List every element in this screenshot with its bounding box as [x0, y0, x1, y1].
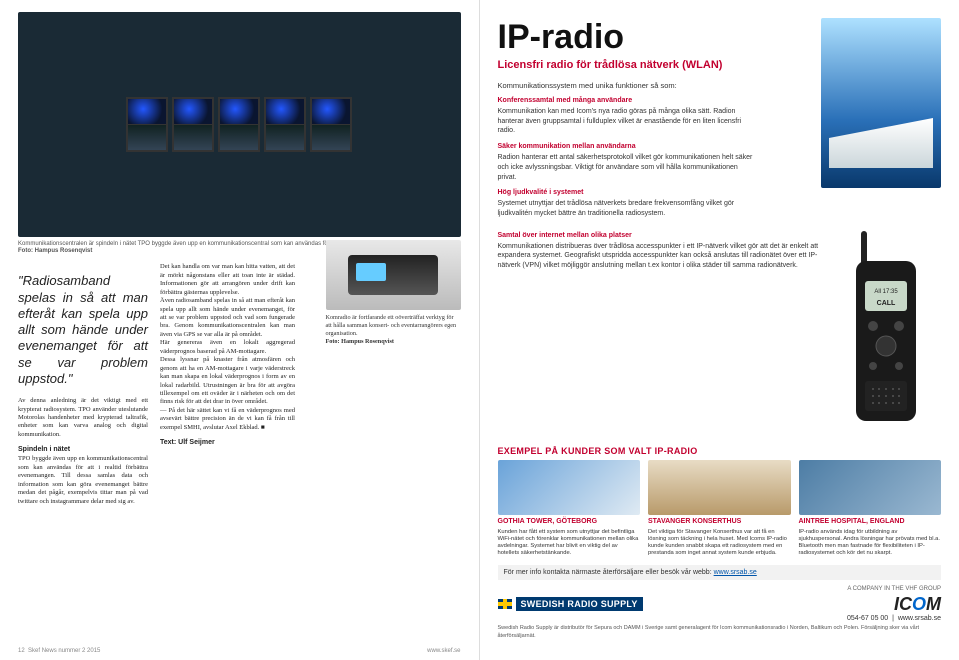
ex2-title: STAVANGER KONSERTHUS: [648, 518, 791, 527]
ex1-title: GOTHIA TOWER, GÖTEBORG: [498, 518, 641, 527]
ex2-body: Det viktiga för Stavanger Konserthus var…: [648, 529, 791, 558]
col2-p5: — På det här sättet kan vi få en väderpr…: [160, 407, 295, 432]
sidebar-text: Komradio är fortfarande ett oöverträffat…: [326, 314, 461, 338]
f2-head: Säker kommunikation mellan användarna: [498, 142, 753, 152]
handset-display: All 17:35: [874, 289, 898, 295]
srs-logo: SWEDISH RADIO SUPPLY: [498, 597, 643, 611]
col1-p2: TPO byggde även upp en kommunikationscen…: [18, 455, 148, 506]
examples-heading: EXEMPEL PÅ KUNDER SOM VALT IP-RADIO: [498, 446, 942, 456]
ex3-photo: [799, 460, 942, 515]
ex1-photo: [498, 460, 641, 515]
footer-url: www.skef.se: [427, 648, 460, 654]
radio-sidebar: Komradio är fortfarande ett oöverträffat…: [326, 240, 461, 346]
phone: 054-67 05 00: [847, 615, 888, 622]
info-pre: För mer info kontakta närmaste återförsä…: [504, 569, 714, 576]
f4-body: Kommunikationen distribueras över trådlö…: [498, 243, 819, 270]
column-2: Det kan handla om var man kan hitta vatt…: [160, 263, 295, 506]
pullquote: "Radiosamband spelas in så att man efter…: [18, 273, 148, 387]
distributor-line: Swedish Radio Supply är distributör för …: [498, 625, 942, 639]
right-page: IP-radio Licensfri radio för trådlösa nä…: [480, 0, 959, 660]
hero-photo: [18, 12, 461, 237]
desk-radio-photo: [326, 240, 461, 310]
f4-head: Samtal över internet mellan olika platse…: [498, 231, 824, 241]
handset-call: CALL: [877, 300, 896, 307]
left-page: Kommunikationscentralen är spindeln i nä…: [0, 0, 480, 660]
main-title: IP-radio: [498, 18, 812, 57]
col2-p1: Det kan handla om var man kan hitta vatt…: [160, 263, 295, 297]
mid-row: Samtal över internet mellan olika platse…: [498, 231, 942, 436]
icom-logo: ICOM: [847, 594, 941, 615]
f1-head: Konferenssamtal med många användare: [498, 96, 753, 106]
examples-row: GOTHIA TOWER, GÖTEBORG Kunden har fått e…: [498, 460, 942, 558]
info-link[interactable]: www.srsab.se: [714, 569, 757, 576]
feature-1: Konferenssamtal med många användare Komm…: [498, 96, 753, 136]
handset-photo: All 17:35 CALL: [831, 231, 941, 436]
site: www.srsab.se: [898, 615, 941, 622]
bottom-bar: SWEDISH RADIO SUPPLY A COMPANY IN THE VH…: [498, 586, 942, 622]
column-1: "Radiosamband spelas in så att man efter…: [18, 263, 148, 506]
issue: Skef News nummer 2 2015: [28, 648, 100, 654]
byline: Text: Ulf Seijmer: [160, 438, 295, 447]
col1-p1: Av denna anledning är det viktigt med et…: [18, 397, 148, 439]
vhf-line: A COMPANY IN THE VHF GROUP: [847, 586, 941, 592]
sweden-flag-icon: [498, 599, 512, 609]
col2-p4: Dessa lyssnar på knaster från atmosfären…: [160, 356, 295, 407]
example-3: AINTREE HOSPITAL, ENGLAND IP-radio använ…: [799, 460, 942, 558]
f3-head: Hög ljudkvalité i systemet: [498, 188, 753, 198]
example-1: GOTHIA TOWER, GÖTEBORG Kunden har fått e…: [498, 460, 641, 558]
ex1-body: Kunden har fått ett system som utnyttjar…: [498, 529, 641, 558]
cruise-ship-photo: [821, 18, 941, 188]
contacts: 054-67 05 00 | www.srsab.se: [847, 615, 941, 622]
sidebar-credit: Foto: Hampus Rosenqvist: [326, 338, 394, 345]
photo-credit: Foto: Hampus Rosenqvist: [18, 248, 92, 254]
f1-body: Kommunikation kan med Icom's nya radio g…: [498, 108, 742, 135]
col2-p2: Även radiosamband spelas in så att man e…: [160, 297, 295, 339]
ex3-body: IP-radio används idag för utbildning av …: [799, 529, 942, 558]
ex3-title: AINTREE HOSPITAL, ENGLAND: [799, 518, 942, 527]
example-2: STAVANGER KONSERTHUS Det viktiga för Sta…: [648, 460, 791, 558]
col2-p3: Här genereras även en lokalt aggregerad …: [160, 339, 295, 356]
feature-4: Samtal över internet mellan olika platse…: [498, 231, 824, 271]
srs-text: SWEDISH RADIO SUPPLY: [516, 597, 643, 611]
ex2-photo: [648, 460, 791, 515]
sub-title: Licensfri radio för trådlösa nätverk (WL…: [498, 59, 812, 71]
title-block: IP-radio Licensfri radio för trådlösa nä…: [498, 18, 812, 71]
f3-body: Systemet utnyttjar det trådlösa nätverke…: [498, 200, 735, 217]
feature-2: Säker kommunikation mellan användarna Ra…: [498, 142, 753, 182]
intro-line: Kommunikationssystem med unika funktione…: [498, 81, 812, 90]
info-line: För mer info kontakta närmaste återförsä…: [498, 565, 942, 580]
f2-body: Radion hanterar ett antal säkerhetsproto…: [498, 154, 753, 181]
feature-3: Hög ljudkvalité i systemet Systemet utny…: [498, 188, 753, 218]
col1-subhead: Spindeln i nätet: [18, 445, 148, 454]
footer-left: 12 Skef News nummer 2 2015 www.skef.se: [18, 648, 461, 654]
page-number: 12: [18, 648, 25, 654]
